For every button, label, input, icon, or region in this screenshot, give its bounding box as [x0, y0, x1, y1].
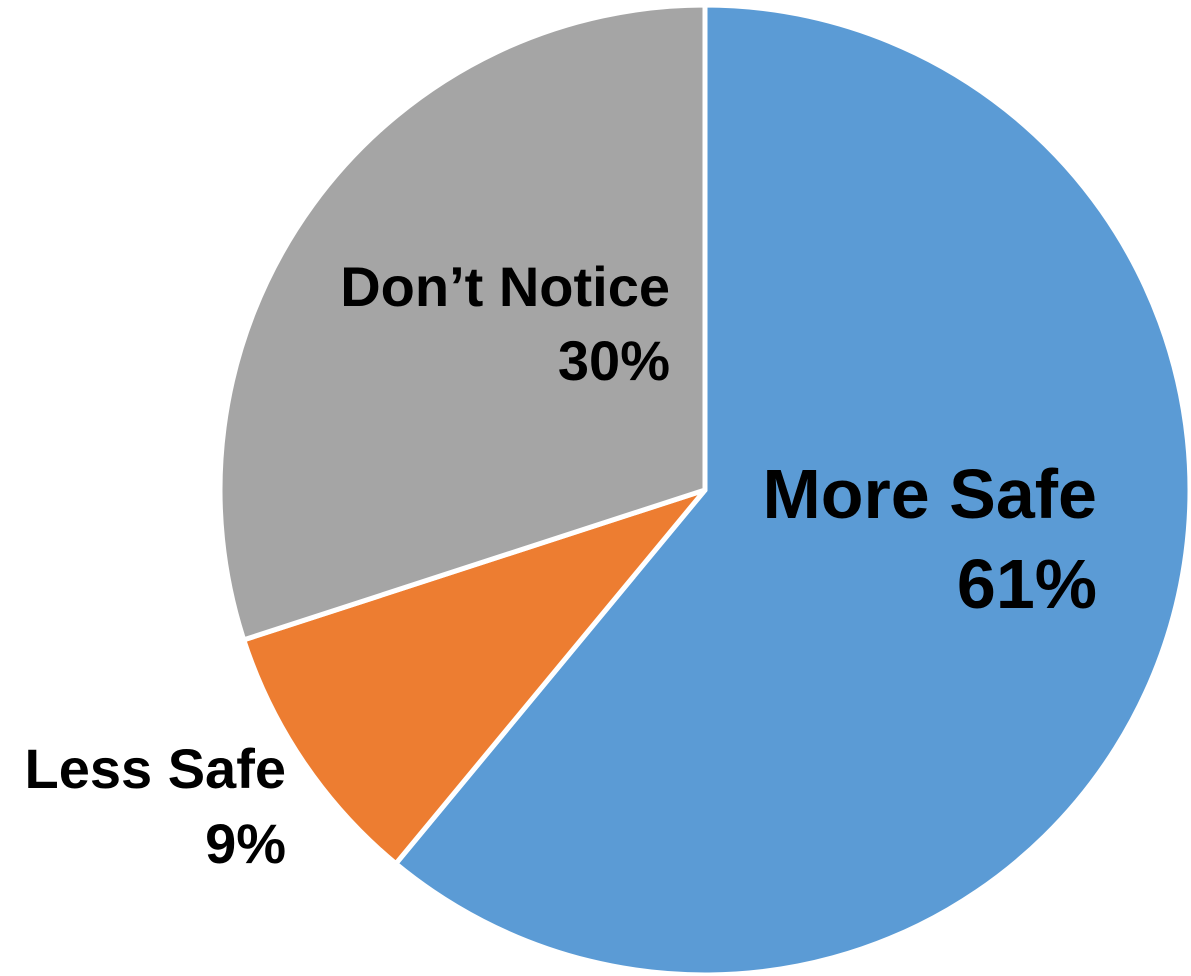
data-label-less-safe-name: Less Safe — [25, 737, 287, 800]
data-label-less-safe-value: 9% — [205, 812, 286, 875]
pie-slice-more-safe — [393, 2, 1191, 976]
data-label-dont-notice-value: 30% — [558, 329, 670, 392]
pie-slices — [217, 2, 1191, 976]
pie-slice-don-t-notice — [217, 2, 708, 643]
data-label-more-safe-name: More Safe — [762, 455, 1097, 533]
data-label-more-safe-value: 61% — [957, 545, 1097, 623]
pie-slice-less-safe — [241, 487, 708, 867]
data-label-dont-notice-name: Don’t Notice — [340, 255, 670, 318]
